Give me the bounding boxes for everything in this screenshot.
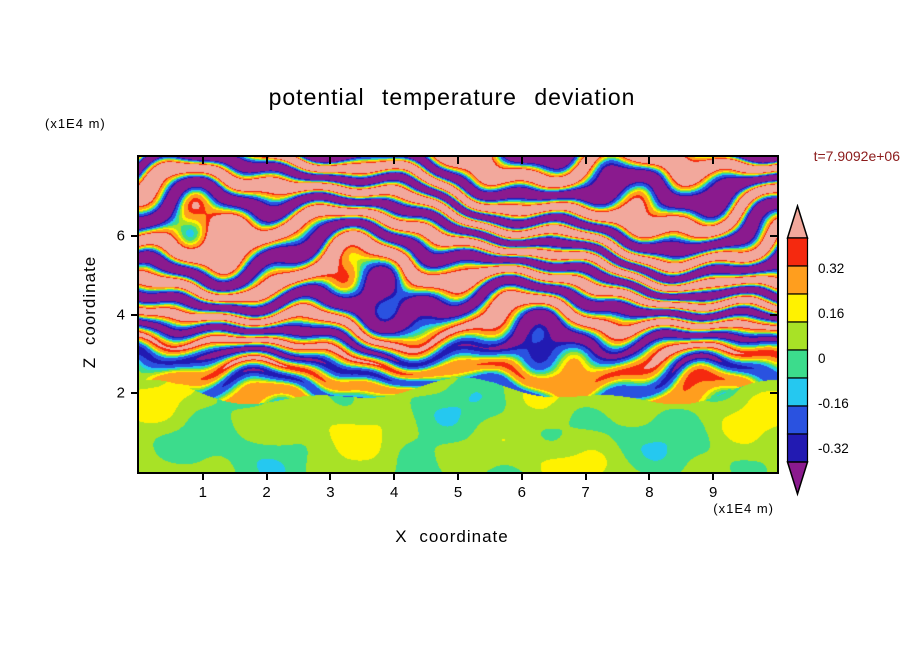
x-axis-title: X coordinate [395,527,509,546]
z-tick-label: 4 [116,306,125,323]
x-axis-top-tick [393,157,396,164]
field-canvas [139,157,777,472]
x-axis-top-tick [520,157,523,164]
colorbar-over-arrow [786,203,809,239]
z-axis-tick [131,392,139,395]
x-axis-tick [712,472,715,480]
x-tick-label: 5 [453,484,463,501]
time-annotation: t=7.9092e+06 [813,148,900,164]
colorbar-patch [786,405,809,435]
x-tick-label: 6 [517,484,526,501]
x-tick-label: 7 [581,484,590,501]
z-axis-right-tick [770,234,777,237]
colorbar-patch [786,265,809,295]
x-axis-tick [329,472,332,480]
x-axis-tick [648,472,651,480]
colorbar-tick-label: -0.32 [818,441,849,456]
x-axis-top-tick [584,157,587,164]
x-axis-tick [393,472,396,480]
x-tick-label: 4 [390,484,399,501]
z-axis-right-tick [770,392,777,395]
x-tick-label: 1 [198,484,207,501]
x-axis-tick [265,472,268,480]
z-axis-right-tick [770,313,777,316]
colorbar-tick-label: 0.16 [818,306,845,321]
x-axis-tick [520,472,523,480]
x-tick-label: 2 [262,484,271,501]
z-tick-label: 6 [116,227,125,245]
x-axis-top-tick [201,157,204,164]
x-axis-tick [201,472,204,480]
z-axis-unit-label: (x1E4 m) [45,116,106,131]
x-axis-tick [584,472,587,480]
x-axis-top-tick [329,157,332,164]
plot-area: 1 2 3 4 5 6 7 8 9 2 4 6 [117,155,779,501]
x-axis-unit-label: (x1E4 m) [713,501,774,516]
x-tick-label: 9 [709,484,718,501]
colorbar-patch [786,433,809,463]
chart-title: potential temperature deviation [268,84,636,110]
colorbar-under-arrow [786,461,809,497]
x-axis-top-tick [712,157,715,164]
colorbar-tick-label: -0.16 [818,396,849,411]
z-tick-label: 2 [116,384,125,402]
colorbar-patch [786,377,809,407]
colorbar-patch [786,349,809,379]
colorbar-patch [786,293,809,323]
z-axis-tick [131,313,139,316]
colorbar-tick-label: 0.32 [818,261,845,276]
x-axis-tick [457,472,459,480]
z-axis-title: Z coordinate [80,255,99,369]
colorbar-tick-label: 0 [818,351,826,366]
colorbar-patch [786,321,809,351]
x-axis-top-tick [265,157,268,164]
colorbar: 0.32 0.16 0 -0.16 -0.32 [786,203,904,498]
x-axis-top-tick [648,157,651,164]
colorbar-patch [786,237,809,267]
colorbar-svg [786,203,809,497]
x-axis-top-tick [457,157,459,164]
z-axis-tick [131,234,139,237]
x-tick-label: 3 [326,484,335,501]
x-tick-label: 8 [645,484,654,501]
